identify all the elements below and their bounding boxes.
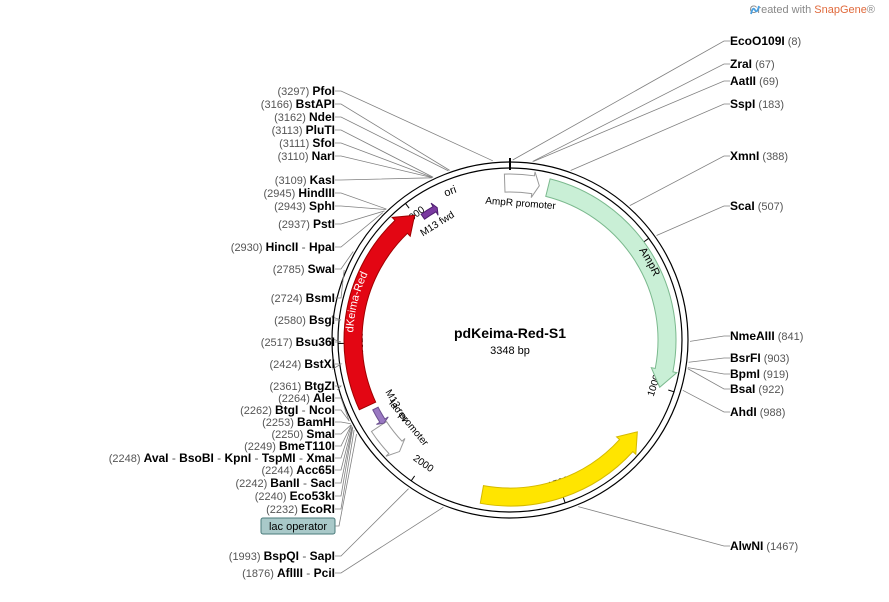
- callout-line: [335, 178, 432, 180]
- enzyme-label: (3109) KasI: [275, 173, 335, 187]
- callout-line: [690, 336, 730, 341]
- callout-line: [578, 507, 730, 546]
- enzyme-label: (2253) BamHI: [262, 415, 335, 429]
- enzyme-label: AlwNI (1467): [730, 539, 798, 553]
- enzyme-label: SspI (183): [730, 97, 784, 111]
- feature-ampr-promoter: [504, 172, 539, 198]
- callout-line: [335, 117, 448, 171]
- enzyme-label: AhdI (988): [730, 405, 785, 419]
- enzyme-label: (2232) EcoRI: [266, 502, 335, 516]
- callout-line: [335, 507, 443, 573]
- plasmid-size: 3348 bp: [490, 345, 530, 357]
- callout-line: [335, 270, 344, 298]
- feature-ampr: [546, 179, 677, 387]
- enzyme-label: (2240) Eco53kI: [255, 489, 335, 503]
- enzyme-label: (3166) BstAPI: [261, 97, 335, 111]
- enzyme-label: (2785) SwaI: [273, 262, 335, 276]
- enzyme-label: (2249) BmeT110I: [244, 439, 335, 453]
- callout-line: [688, 368, 730, 374]
- callout-line: [630, 156, 730, 206]
- enzyme-label: (3110) NarI: [278, 149, 335, 163]
- enzyme-label: (2943) SphI: [274, 199, 335, 213]
- scale-tick: [644, 238, 649, 242]
- enzyme-label: (2930) HincII - HpaI: [231, 240, 335, 254]
- enzyme-label: ZraI (67): [730, 57, 775, 71]
- enzyme-label: BsaI (922): [730, 382, 784, 396]
- enzyme-label: (2945) HindIII: [263, 186, 335, 200]
- callout-line: [335, 398, 349, 420]
- enzyme-label: XmnI (388): [730, 149, 788, 163]
- enzyme-label: (2361) BtgZI: [269, 379, 335, 393]
- enzyme-label: EcoO109I (8): [730, 34, 801, 48]
- enzyme-label: (2244) Acc65I: [261, 463, 335, 477]
- callout-line: [513, 41, 730, 160]
- enzyme-label: (3162) NdeI: [274, 110, 335, 124]
- scale-label: 2000: [411, 453, 436, 475]
- enzyme-label: (2724) BsmI: [271, 291, 335, 305]
- enzyme-label: (2937) PstI: [278, 217, 335, 231]
- callout-line: [335, 104, 450, 170]
- scale-tick: [563, 497, 565, 503]
- lac-operator-label: lac operator: [269, 521, 327, 533]
- enzyme-label: ScaI (507): [730, 199, 783, 213]
- scale-tick: [668, 390, 674, 392]
- scale-tick: [405, 203, 409, 208]
- callout-line: [335, 130, 433, 177]
- feature-lac-promoter: [371, 422, 404, 457]
- callout-line: [335, 193, 386, 209]
- enzyme-label: (2517) Bsu36I: [261, 335, 335, 349]
- enzyme-label: (3113) PluTI: [272, 123, 335, 137]
- enzyme-label: (1993) BspQI - SapI: [229, 549, 335, 563]
- enzyme-label: BpmI (919): [730, 367, 789, 381]
- callout-line: [657, 206, 730, 236]
- enzyme-label: AatII (69): [730, 74, 779, 88]
- enzyme-label: (1876) AflIII - PciI: [242, 566, 335, 580]
- callout-line: [689, 358, 730, 362]
- enzyme-label: (2580) BsgI: [274, 313, 335, 327]
- callout-line: [335, 422, 351, 424]
- enzyme-label: (3297) PfoI: [277, 84, 335, 98]
- scale-tick: [411, 476, 414, 481]
- enzyme-label: BsrFI (903): [730, 351, 789, 365]
- callout-line: [335, 489, 409, 556]
- feature-ori: [480, 432, 637, 506]
- plasmid-map: 50010001500200025003000AmpR promoterAmpR…: [0, 0, 889, 602]
- feature-label: ori: [442, 184, 458, 200]
- callout-line: [683, 390, 730, 412]
- feature-label: AmpR promoter: [485, 196, 557, 212]
- enzyme-label: NmeAIII (841): [730, 329, 803, 343]
- callout-line: [335, 143, 433, 178]
- enzyme-label: (3111) SfoI: [279, 136, 335, 150]
- enzyme-label: (2262) BtgI - NcoI: [240, 403, 335, 417]
- enzyme-label: (2248) AvaI - BsoBI - KpnI - TspMI - Xma…: [109, 451, 335, 465]
- enzyme-label: (2242) BanII - SacI: [235, 476, 335, 490]
- enzyme-label: (2250) SmaI: [271, 427, 335, 441]
- callout-line: [533, 64, 730, 161]
- enzyme-label: (2424) BstXI: [269, 357, 335, 371]
- plasmid-name: pdKeima-Red-S1: [454, 325, 566, 341]
- enzyme-label: (2264) AleI: [278, 391, 335, 405]
